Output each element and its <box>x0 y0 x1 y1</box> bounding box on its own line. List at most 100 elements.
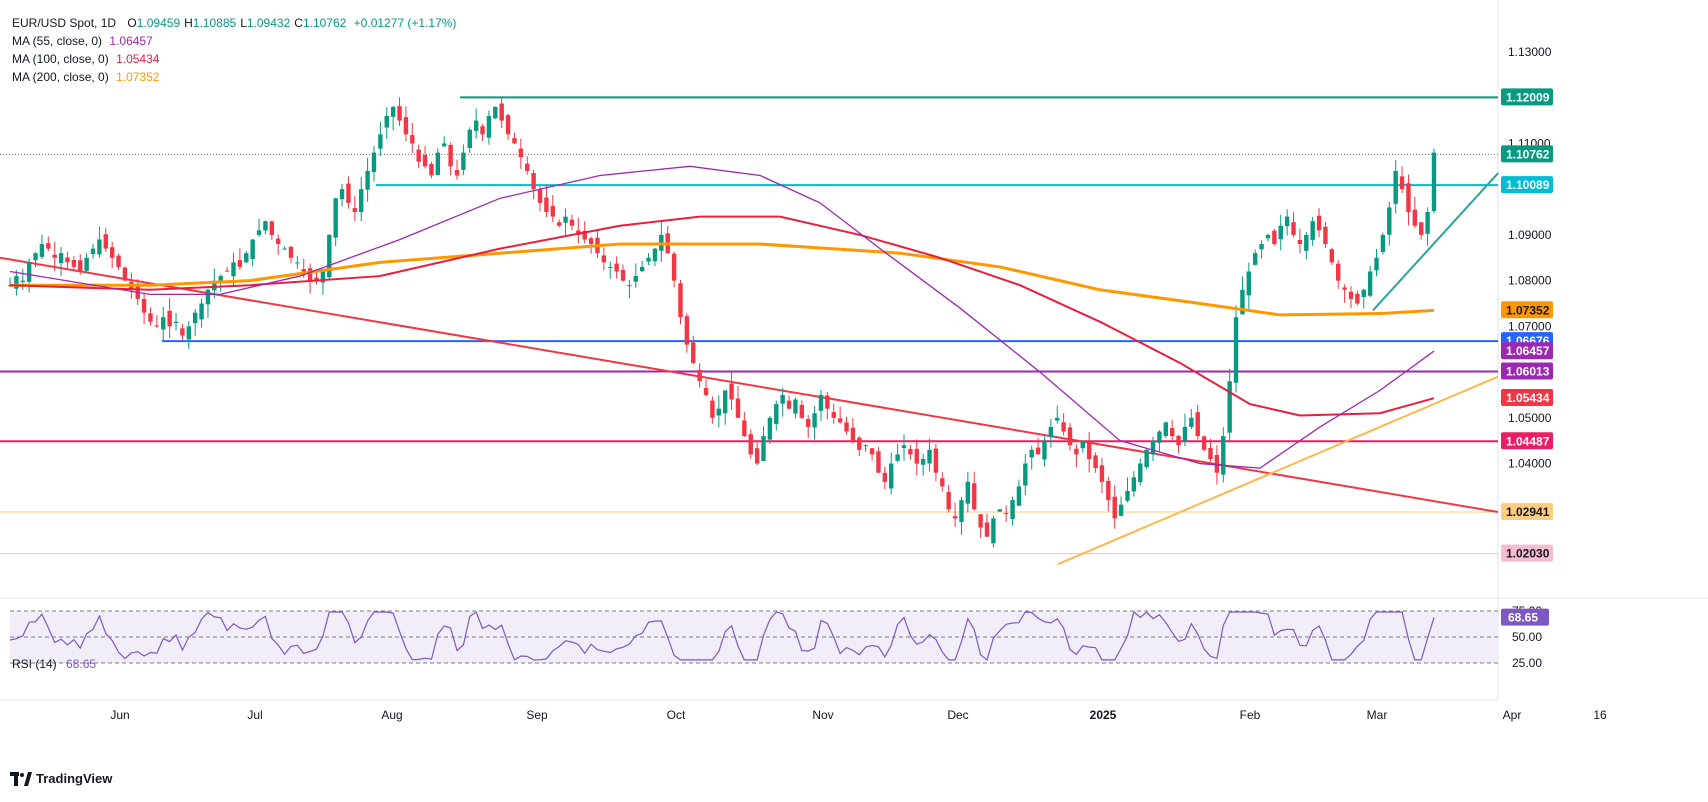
price-tick-label: 1.09000 <box>1508 228 1552 242</box>
level-price-tag <box>1501 432 1553 450</box>
candle-body <box>722 390 728 414</box>
candle-body <box>480 126 485 135</box>
time-tick-label: Jun <box>110 708 129 722</box>
candle-body <box>1118 504 1124 516</box>
candle-body <box>1253 253 1258 265</box>
candle-body <box>1131 477 1137 492</box>
ma200-label: MA (200, close, 0) <box>12 70 109 84</box>
ohlc-o: O1.09459 <box>127 16 181 30</box>
ma100-line <box>9 215 1435 417</box>
candle-body <box>65 257 70 263</box>
level-price-text: 1.02941 <box>1506 505 1550 519</box>
candle-body <box>601 255 607 263</box>
candle-body <box>761 436 766 462</box>
candle-body <box>454 169 460 176</box>
candle-body <box>991 518 996 544</box>
rsi-legend[interactable]: RSI (14) 68.65 <box>12 657 96 671</box>
candle-body <box>109 247 115 258</box>
time-tick-label: Oct <box>667 708 686 722</box>
candle-body <box>748 434 753 455</box>
candle-body <box>844 422 849 432</box>
level-price-text: 1.10089 <box>1506 178 1550 192</box>
candle-body <box>97 239 102 255</box>
candle-body <box>812 413 817 428</box>
candle-body <box>742 420 747 437</box>
candle-body <box>563 216 568 223</box>
candle-body <box>1431 152 1437 212</box>
candle-body <box>1272 230 1277 245</box>
candle-body <box>1259 244 1264 250</box>
ma55-row[interactable]: MA (55, close, 0) 1.06457 <box>12 32 456 50</box>
tradingview-logo[interactable]: TradingView <box>10 771 112 786</box>
candle-body <box>1055 417 1060 421</box>
level-price-tag <box>1501 176 1553 194</box>
candle-body <box>1176 435 1181 446</box>
candle-body <box>493 106 498 119</box>
candle-body <box>837 418 843 423</box>
rsi-value: 68.65 <box>66 657 97 671</box>
candle-body <box>1342 287 1347 290</box>
candle-body <box>1035 447 1041 455</box>
price-tick-label: 1.05000 <box>1508 411 1552 425</box>
candle-body <box>359 189 364 213</box>
candle-body <box>1406 183 1411 213</box>
candle-body <box>154 325 160 327</box>
candle-body <box>1150 440 1156 455</box>
ma200-row[interactable]: MA (200, close, 0) 1.07352 <box>12 68 456 86</box>
candle-body <box>173 321 179 323</box>
ma-price-tag <box>1501 301 1553 319</box>
candle-body <box>116 255 121 267</box>
candle-body <box>1157 431 1162 443</box>
candle-body <box>965 481 971 504</box>
level-price-text: 1.06013 <box>1506 364 1550 378</box>
candle-body <box>1297 239 1303 245</box>
price-change: +0.01277 (+1.17%) <box>353 16 457 30</box>
ma-price-tag <box>1501 342 1553 360</box>
candle-body <box>550 205 555 217</box>
candle-body <box>793 399 798 414</box>
candle-body <box>774 404 779 424</box>
downtrend-line <box>0 256 1499 514</box>
candle-body <box>1067 427 1073 446</box>
ohlc-values: O1.09459 H1.10885 L1.09432 C1.10762 <box>119 16 346 30</box>
candle-body <box>1169 427 1175 437</box>
candle-body <box>997 509 1002 512</box>
candle-body <box>1246 271 1252 296</box>
candle-body <box>244 253 249 263</box>
candle-body <box>205 289 211 305</box>
candle-body <box>180 328 185 336</box>
candle-body <box>250 239 255 259</box>
candle-body <box>1361 289 1366 298</box>
symbol-title: EUR/USD Spot, 1D <box>12 16 117 30</box>
candle-body <box>556 222 562 226</box>
candle-body <box>473 120 479 131</box>
candle-body <box>1016 486 1022 506</box>
level-price-tag <box>1501 502 1553 520</box>
candle-body <box>1029 449 1034 458</box>
candle-body <box>461 152 466 170</box>
candle-body <box>371 152 377 173</box>
candle-body <box>499 103 504 121</box>
candle-body <box>544 197 549 213</box>
candles[interactable] <box>7 97 1437 548</box>
candle-body <box>320 271 326 283</box>
candle-body <box>486 116 492 138</box>
candle-body <box>58 253 64 263</box>
last-price-text: 1.10762 <box>1506 147 1550 161</box>
ohlc-h: H1.10885 <box>184 16 237 30</box>
candle-body <box>1387 207 1392 235</box>
ma100-row[interactable]: MA (100, close, 0) 1.05434 <box>12 50 456 68</box>
candle-body <box>927 449 932 464</box>
candle-body <box>671 253 677 281</box>
candle-body <box>850 427 856 441</box>
candle-body <box>729 383 734 400</box>
rsi-label: RSI (14) <box>12 657 57 671</box>
price-tick-label: 1.08000 <box>1508 274 1552 288</box>
price-tick-label: 1.07000 <box>1508 319 1552 333</box>
candle-body <box>269 221 275 235</box>
ma-price-tag <box>1501 388 1553 406</box>
ma-price-text: 1.07352 <box>1506 303 1550 317</box>
rsi-line <box>9 610 1435 661</box>
